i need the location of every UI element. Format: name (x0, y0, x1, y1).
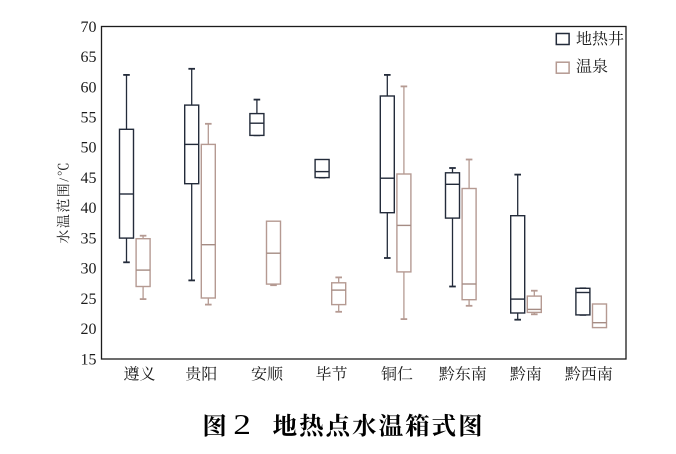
svg-text:65: 65 (81, 49, 97, 66)
svg-text:35: 35 (81, 230, 97, 247)
svg-text:/: / (57, 178, 72, 182)
svg-text:30: 30 (81, 261, 97, 278)
svg-text:20: 20 (81, 321, 97, 338)
svg-text:15: 15 (81, 351, 97, 368)
svg-text:50: 50 (81, 140, 97, 157)
svg-text:70: 70 (81, 19, 97, 36)
svg-text:60: 60 (81, 79, 97, 96)
svg-text:55: 55 (81, 110, 97, 127)
svg-text:2: 2 (233, 408, 251, 440)
svg-text:25: 25 (81, 291, 97, 308)
svg-text:40: 40 (81, 200, 97, 217)
svg-text:45: 45 (81, 170, 97, 187)
